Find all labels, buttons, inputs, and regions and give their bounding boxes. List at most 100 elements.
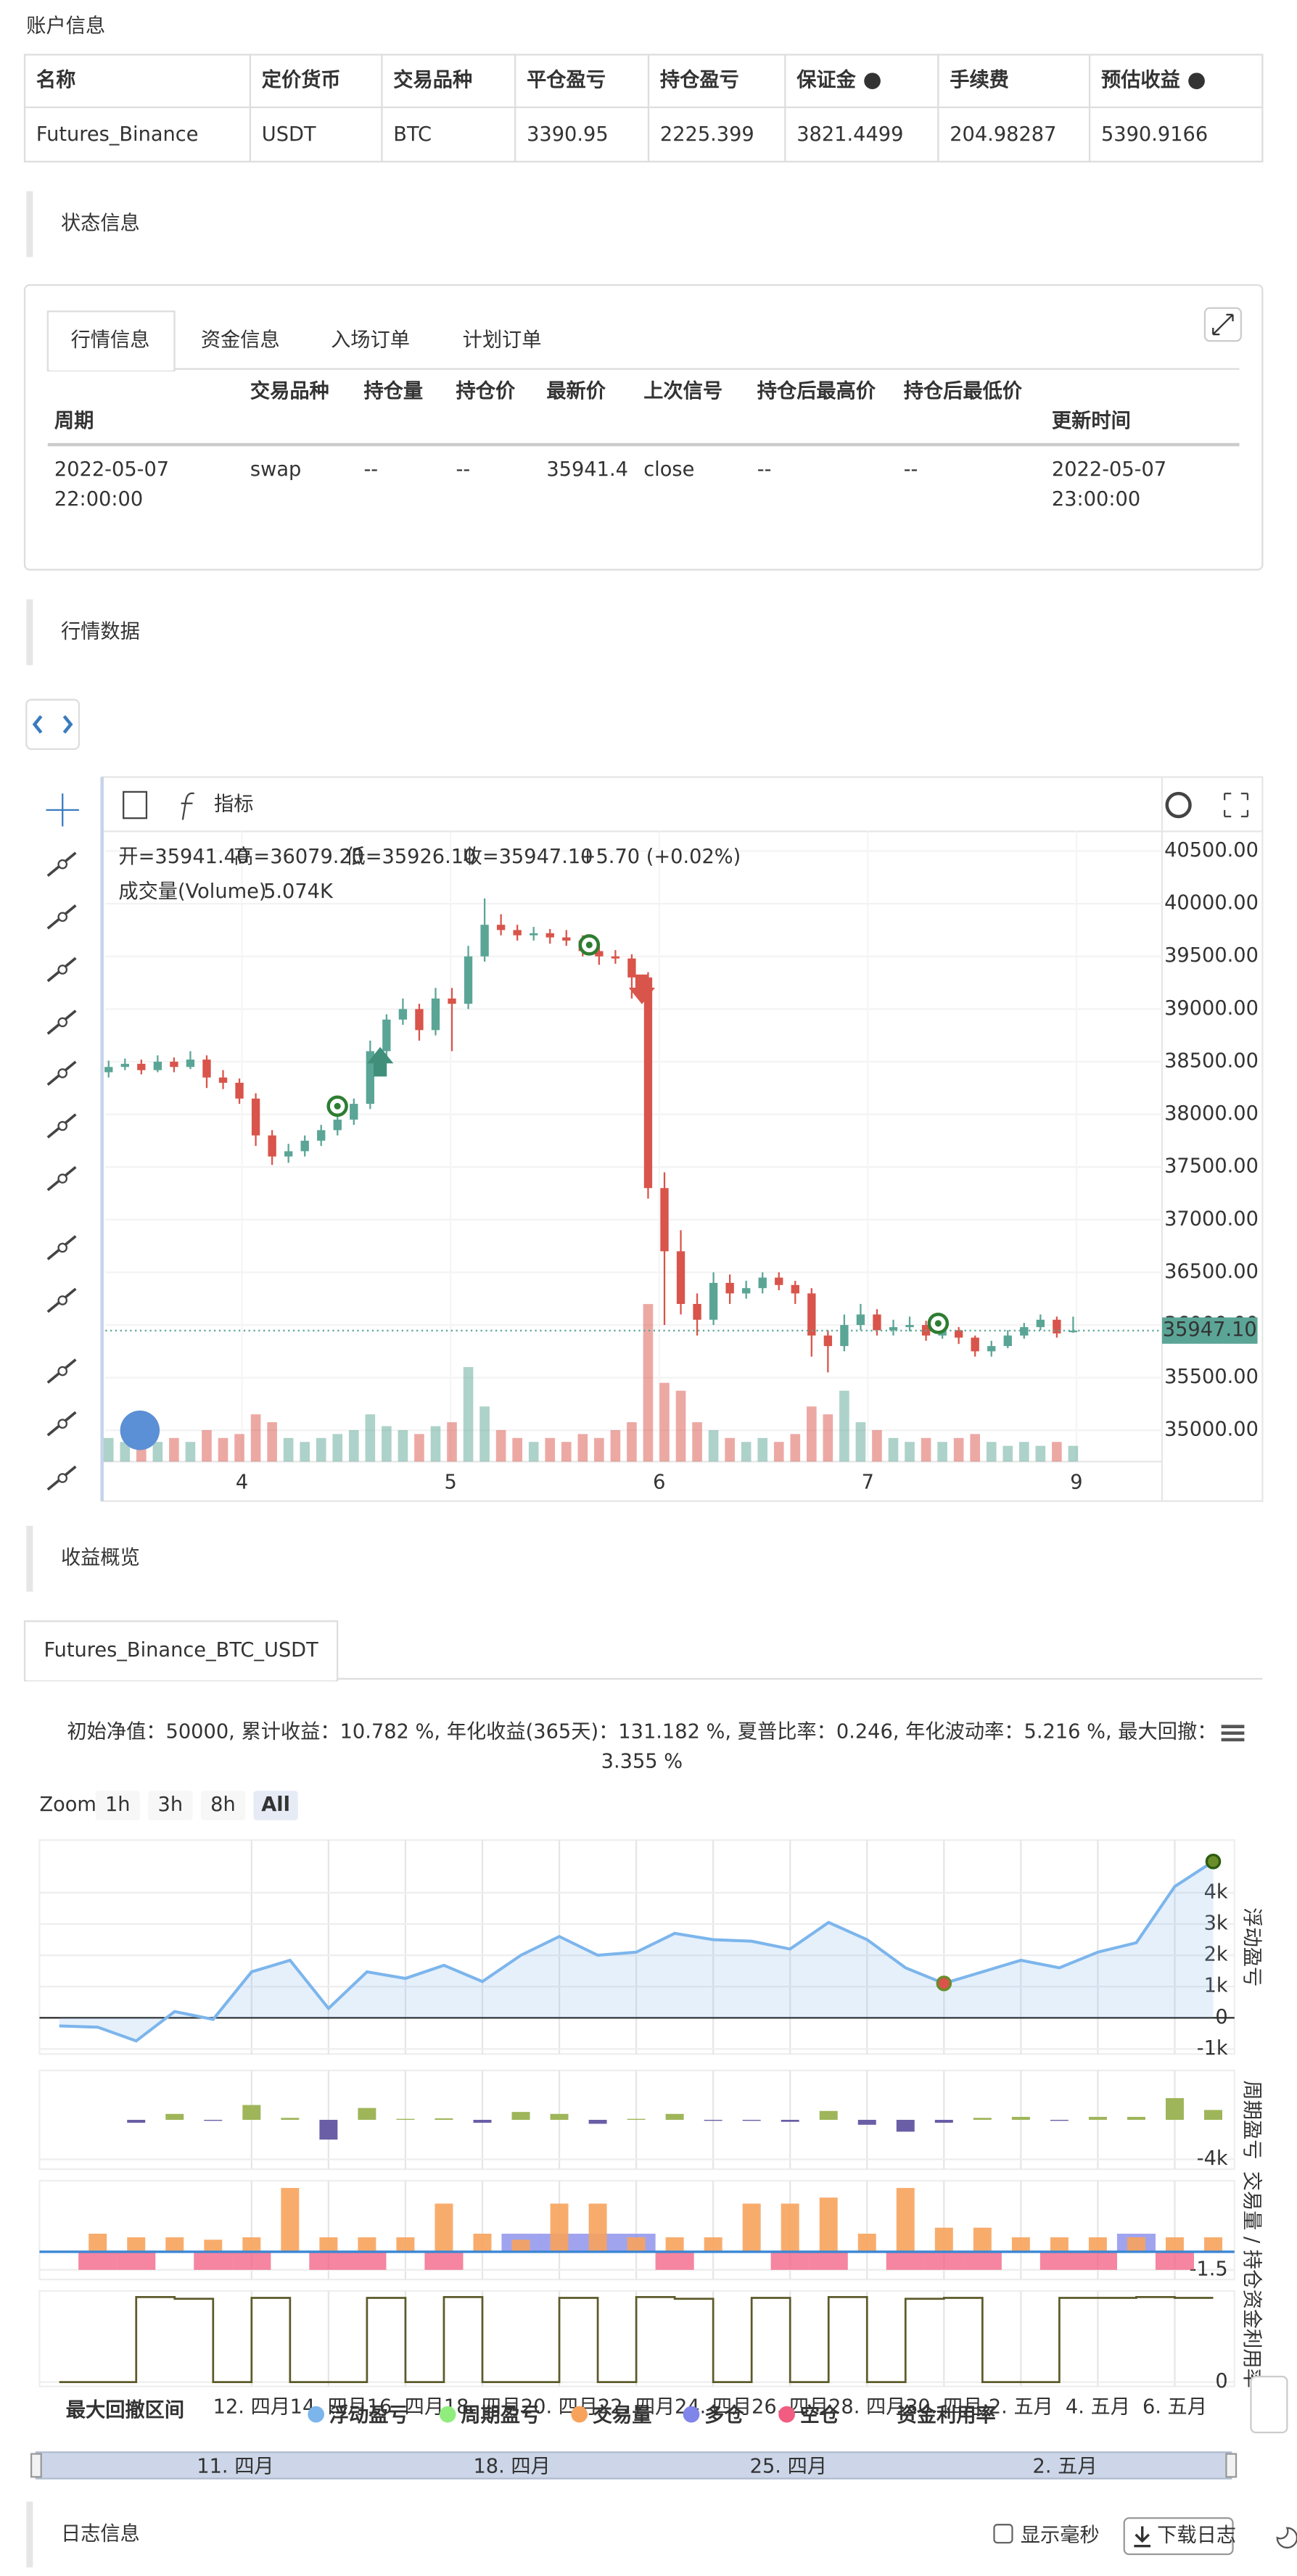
volume-bar (725, 1437, 735, 1462)
navigator-handle[interactable] (1225, 2453, 1238, 2478)
period-pnl-bar (857, 2119, 876, 2125)
period-pnl-bar (127, 2119, 146, 2123)
legend-label: 浮动盈亏 (329, 2403, 408, 2427)
theme-toggle[interactable] (1276, 2527, 1297, 2549)
zoom-button-label: All (261, 1793, 290, 1816)
short-position-bar (347, 2251, 387, 2270)
ohlc-label: +5.70 (+0.02%) (580, 846, 741, 868)
zoom-button[interactable] (95, 1791, 140, 1821)
volume-bar (242, 2237, 261, 2252)
candle-body (366, 1051, 375, 1105)
candle-body (807, 1293, 816, 1336)
volume-bar (316, 1437, 326, 1462)
table-cell: -- (363, 458, 379, 482)
status-panel (23, 284, 1264, 571)
y-tick-label: 3k (1204, 1912, 1228, 1934)
menu-button[interactable] (1221, 1725, 1245, 1742)
volume-bar (1127, 2237, 1145, 2252)
zoom-button[interactable] (200, 1791, 246, 1821)
table-header: 持仓价 (456, 380, 516, 402)
volume-bar (807, 1406, 817, 1462)
candle-body (350, 1104, 358, 1120)
indicator-button: 指标 (214, 793, 253, 816)
signal-dot (585, 941, 593, 949)
panel-title: 资金利用率 (1240, 2290, 1263, 2388)
short-position-bar (194, 2251, 233, 2270)
x-tick-label: 6 (653, 1471, 665, 1493)
account-title: 账户信息 (26, 15, 105, 37)
y-tick-label: 35000.00 (1164, 1419, 1259, 1441)
volume-bar (819, 2197, 838, 2252)
ohlc-label: 收=35947.10 (463, 846, 593, 868)
x-tick-label: 22. 四月 (598, 2396, 675, 2419)
y-tick-label: 36500.00 (1164, 1260, 1259, 1283)
checkbox[interactable] (993, 2524, 1013, 2544)
short-position-bar (809, 2251, 848, 2270)
y-tick-label: 37500.00 (1164, 1155, 1259, 1178)
prev-button[interactable] (32, 715, 43, 734)
candle-body (104, 1067, 113, 1073)
fullscreen-button[interactable] (1224, 793, 1249, 818)
section-title: 日志信息 (61, 2522, 140, 2545)
navigator-handle[interactable] (30, 2453, 42, 2478)
drawing-tool-knob (57, 1068, 68, 1078)
x-tick-label: 18. 四月 (444, 2396, 521, 2419)
volume-bar (447, 1422, 457, 1462)
period-pnl-bar (1204, 2110, 1222, 2120)
period-pnl-bar (1127, 2116, 1145, 2120)
volume-bar (872, 1429, 882, 1462)
table-header: 交易品种 (250, 379, 329, 402)
volume-bar (1018, 1442, 1029, 1462)
section-bar (26, 1525, 33, 1592)
drawing-tool-knob (57, 1295, 68, 1305)
table-cell: 3821.4499 (796, 123, 903, 146)
next-button[interactable] (62, 715, 73, 734)
legend-symbol (571, 2406, 588, 2423)
download-button[interactable] (1123, 2517, 1234, 2556)
volume-bar (1052, 1442, 1062, 1462)
volume-bar (152, 1442, 163, 1462)
scroll-button[interactable] (1250, 2375, 1288, 2434)
volume-bar (250, 1414, 261, 1462)
volume-bar (512, 1437, 522, 1462)
zoom-button[interactable] (253, 1791, 298, 1821)
section-title: 收益概览 (61, 1547, 140, 1569)
candle-body (448, 998, 456, 1004)
candle-body (120, 1063, 129, 1068)
volume-bar (319, 2237, 338, 2252)
y-tick-label: 40500.00 (1164, 839, 1259, 862)
table-cell-box: -- (456, 458, 471, 481)
period-pnl-bar (1088, 2116, 1107, 2120)
candle-body (382, 1019, 391, 1052)
x-tick-label: 9 (1070, 1471, 1082, 1493)
candle-body (840, 1325, 849, 1347)
help-icon (1188, 73, 1205, 90)
volume-bar (665, 2237, 684, 2252)
volume-bar (643, 1304, 654, 1462)
candle-body (333, 1119, 342, 1131)
ohlc-label: 开=35941.40 (118, 846, 249, 868)
volume-bar (896, 2187, 915, 2252)
table-header: 持仓盈亏 (660, 69, 739, 91)
table-header: 定价货币 (262, 68, 341, 91)
candle-body (268, 1135, 276, 1157)
tab-active (46, 310, 176, 372)
table-cell-box: 2022-05-07 23:00:00 (1052, 458, 1166, 511)
crosshair-tool[interactable] (46, 793, 79, 827)
candle-body (480, 925, 489, 957)
volume-bar (234, 1434, 244, 1462)
table-cell-box: swap (250, 458, 301, 481)
table-cell: USDT (262, 123, 316, 146)
candle-body (545, 933, 554, 938)
table-header: 更新时间 (1052, 409, 1131, 432)
zoom-button[interactable] (148, 1791, 193, 1821)
short-position-bar (117, 2251, 156, 2270)
candle-body (954, 1330, 963, 1338)
candle-toggle[interactable] (123, 790, 148, 820)
summary-box: 初始净值：50000, 累计收益：10.782 %, 年化收益(365天)：13… (67, 1720, 1216, 1773)
settings-button[interactable] (1165, 791, 1192, 819)
period-pnl-bar (204, 2119, 223, 2121)
volume-bar (414, 1434, 424, 1462)
volume-bar (185, 1442, 196, 1462)
